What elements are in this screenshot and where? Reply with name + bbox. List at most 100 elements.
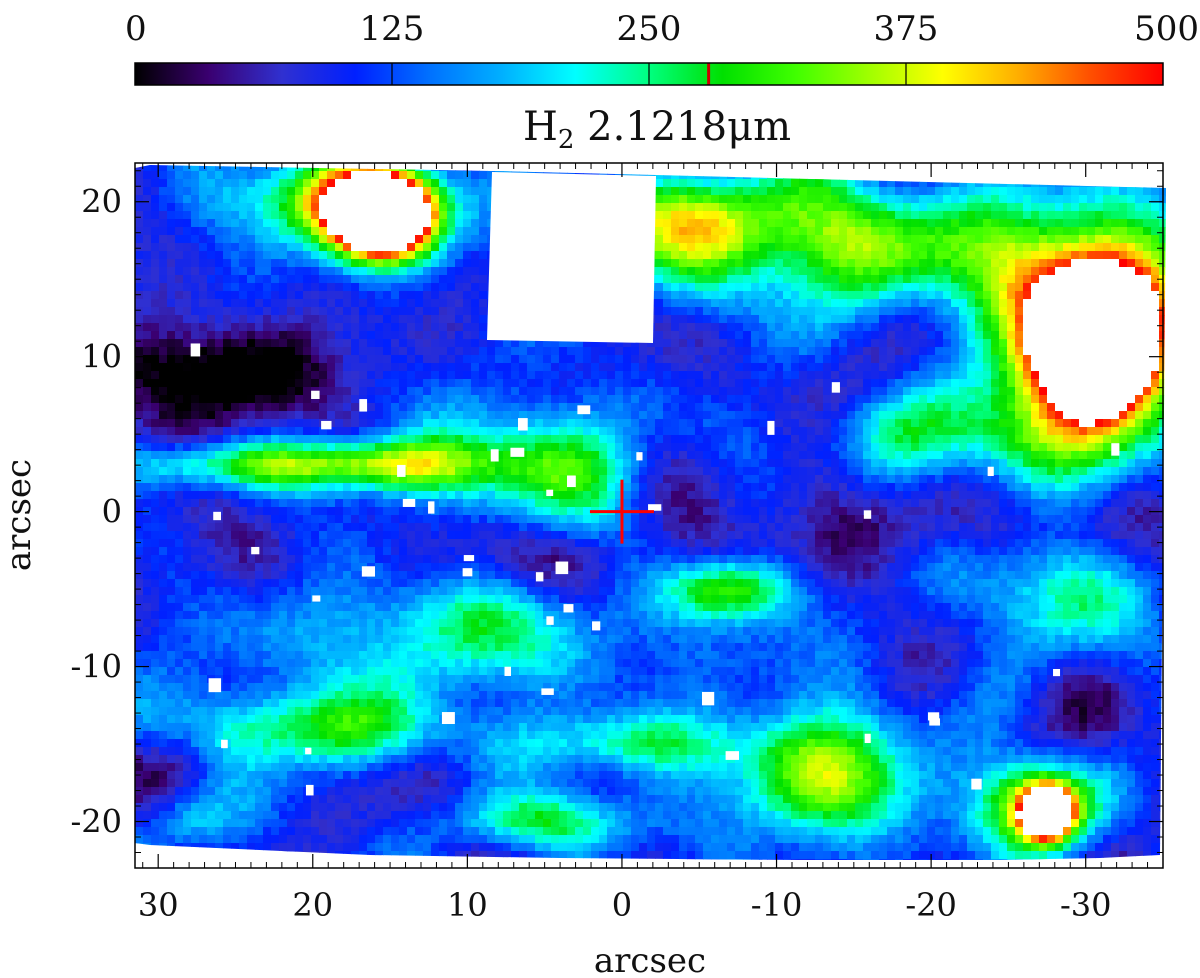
map-pixel [951,203,960,212]
map-pixel [903,347,912,356]
map-pixel [423,371,432,380]
map-pixel [695,235,704,244]
map-pixel [727,363,736,372]
map-pixel [1023,315,1032,324]
map-pixel [423,211,432,220]
map-pixel [791,203,800,212]
map-pixel [223,275,232,284]
map-pixel [751,451,760,460]
map-pixel [671,467,680,476]
map-pixel [1111,435,1120,444]
map-pixel [743,387,752,396]
map-pixel [479,371,488,380]
map-pixel [431,165,440,172]
map-pixel [503,451,512,460]
map-pixel [431,403,440,412]
map-pixel [1151,451,1160,460]
map-pixel [1047,259,1056,268]
map-pixel [679,323,688,332]
map-pixel [271,315,280,324]
map-pixel [855,387,864,396]
map-pixel [551,467,560,476]
map-pixel [215,187,224,196]
map-pixel [191,371,200,380]
map-pixel [679,395,688,404]
map-pixel [479,379,488,388]
map-pixel [207,267,216,276]
map-pixel [911,275,920,284]
map-pixel [1071,195,1080,204]
map-pixel [1087,331,1096,340]
map-pixel [431,235,440,244]
map-pixel [727,203,736,212]
map-pixel [287,435,296,444]
map-pixel [455,443,464,452]
map-pixel [871,371,880,380]
map-pixel [247,227,256,236]
map-pixel [175,371,184,380]
map-pixel [1063,451,1072,460]
map-pixel [951,363,960,372]
map-pixel [319,411,328,420]
map-pixel [431,363,440,372]
map-pixel [255,403,264,412]
map-pixel [895,331,904,340]
map-pixel [335,235,344,244]
map-pixel [479,451,488,460]
map-pixel [1151,411,1160,420]
map-pixel [359,307,368,316]
map-pixel [663,467,672,476]
map-pixel [559,395,568,404]
map-pixel [199,419,208,428]
map-pixel [159,171,168,180]
map-pixel [991,339,1000,348]
map-pixel [1023,283,1032,292]
map-pixel [903,291,912,300]
map-pixel [855,299,864,308]
map-pixel [895,283,904,292]
map-pixel [951,219,960,228]
map-pixel [799,291,808,300]
map-pixel [175,411,184,420]
map-pixel [807,275,816,284]
map-pixel [1135,179,1144,188]
chart-title-suffix: 2.1218μm [574,104,791,150]
map-pixel [679,467,688,476]
map-pixel [1055,323,1064,332]
map-pixel [751,347,760,356]
map-pixel [887,307,896,316]
map-pixel [727,275,736,284]
map-pixel [895,347,904,356]
map-pixel [703,219,712,228]
map-pixel [407,467,416,476]
map-pixel [151,283,160,292]
map-pixel [1119,283,1128,292]
map-pixel [663,179,672,188]
map-pixel [1103,451,1112,460]
map-pixel [687,171,696,180]
map-pixel [599,379,608,388]
map-pixel [991,363,1000,372]
map-pixel [967,363,976,372]
map-pixel [1119,323,1128,332]
map-pixel [567,427,576,436]
map-pixel [335,323,344,332]
map-pixel [799,403,808,412]
map-pixel [735,165,744,172]
map-pixel [919,171,928,180]
map-pixel [359,291,368,300]
map-pixel [311,171,320,180]
map-pixel [727,443,736,452]
map-pixel [719,435,728,444]
map-pixel [407,243,416,252]
map-pixel [743,171,752,180]
map-pixel [927,387,936,396]
map-pixel [543,379,552,388]
map-pixel [967,323,976,332]
map-pixel [399,283,408,292]
map-pixel [887,379,896,388]
map-pixel [407,259,416,268]
map-pixel [1119,251,1128,260]
colorbar-tick-label: 500 [1134,9,1199,49]
map-pixel [1047,387,1056,396]
